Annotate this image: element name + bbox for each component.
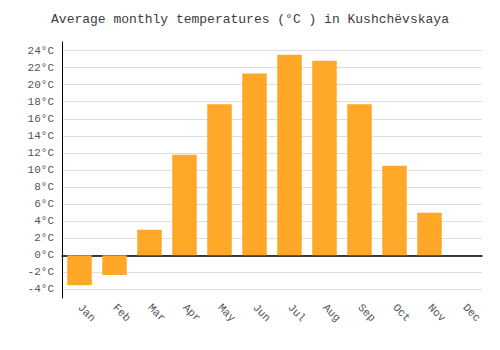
svg-text:6°C: 6°C — [34, 198, 54, 210]
svg-text:Average monthly temperatures (: Average monthly temperatures (°C ) in Ku… — [51, 12, 449, 27]
svg-text:20°C: 20°C — [28, 79, 55, 91]
svg-text:22°C: 22°C — [28, 62, 55, 74]
svg-text:2°C: 2°C — [34, 232, 54, 244]
svg-text:Jun: Jun — [250, 302, 272, 324]
svg-text:14°C: 14°C — [28, 130, 55, 142]
svg-text:May: May — [215, 302, 238, 325]
svg-text:18°C: 18°C — [28, 96, 55, 108]
svg-text:Dec: Dec — [460, 302, 482, 324]
svg-text:16°C: 16°C — [28, 113, 55, 125]
svg-text:24°C: 24°C — [28, 45, 55, 57]
svg-text:Oct: Oct — [390, 302, 412, 324]
svg-text:Nov: Nov — [425, 302, 448, 325]
svg-text:-4°C: -4°C — [28, 283, 55, 295]
svg-text:0°C: 0°C — [34, 249, 54, 261]
svg-text:Sep: Sep — [355, 302, 377, 324]
svg-text:8°C: 8°C — [34, 181, 54, 193]
svg-text:Aug: Aug — [320, 302, 342, 324]
svg-text:4°C: 4°C — [34, 215, 54, 227]
svg-text:Feb: Feb — [110, 302, 132, 324]
svg-text:10°C: 10°C — [28, 164, 55, 176]
svg-text:Jan: Jan — [75, 302, 97, 324]
svg-text:Jul: Jul — [285, 302, 307, 324]
svg-text:Apr: Apr — [180, 302, 202, 324]
svg-text:12°C: 12°C — [28, 147, 55, 159]
svg-text:Mar: Mar — [145, 302, 167, 324]
svg-text:-2°C: -2°C — [28, 266, 55, 278]
